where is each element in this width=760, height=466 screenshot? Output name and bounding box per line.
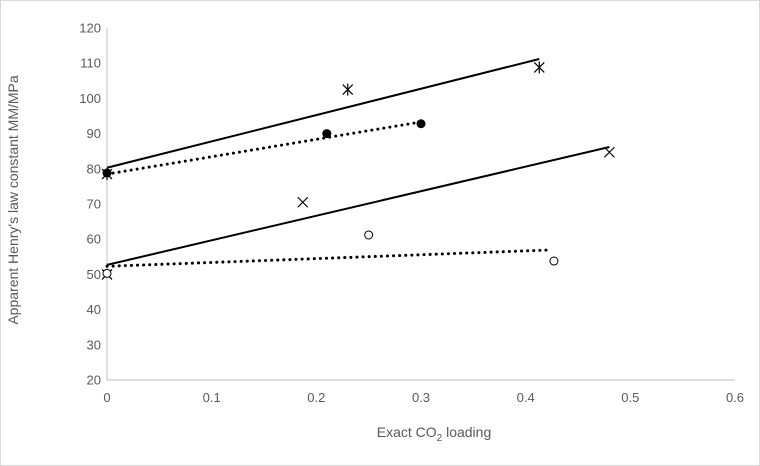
- x-tick-label: 0.6: [726, 390, 744, 405]
- solid-fit-line: [106, 146, 610, 266]
- y-tick-labels: 20 30 40 50 60 70 80 90 100 110 120: [79, 21, 101, 388]
- filled-circle-marker: [416, 119, 426, 129]
- x-axis-title-suffix: loading: [442, 424, 491, 440]
- y-tick-label: 80: [87, 161, 101, 176]
- cross-marker: [603, 146, 615, 158]
- open-circle-marker: [364, 230, 374, 240]
- data-points: [101, 61, 615, 280]
- y-tick-label: 120: [79, 21, 101, 36]
- x-tick-label: 0: [103, 390, 110, 405]
- filled-circle-marker: [322, 129, 332, 139]
- y-tick-label: 30: [87, 337, 101, 352]
- asterisk-marker: [342, 83, 354, 96]
- x-axis-title: Exact CO2 loading: [377, 424, 492, 444]
- y-tick-label: 70: [87, 197, 101, 212]
- y-tick-label: 100: [79, 91, 101, 106]
- x-tick-label: 0.1: [203, 390, 221, 405]
- solid-fit-line: [106, 58, 540, 169]
- cross-marker: [297, 196, 309, 208]
- x-tick-label: 0.2: [307, 390, 325, 405]
- asterisk-marker: [533, 61, 545, 74]
- open-circle-marker: [549, 256, 559, 266]
- open-circle-marker: [102, 268, 112, 278]
- dotted-fit-line: [105, 248, 549, 268]
- x-tick-label: 0.4: [517, 390, 535, 405]
- x-axis-title-main: Exact CO: [377, 424, 437, 440]
- y-tick-label: 60: [87, 232, 101, 247]
- y-axis-title: Apparent Henry's law constant MM/MPa: [5, 75, 21, 325]
- x-tick-label: 0.5: [621, 390, 639, 405]
- y-tick-label: 110: [80, 56, 101, 71]
- y-tick-label: 50: [87, 267, 101, 282]
- fit-lines: [105, 58, 610, 268]
- x-tick-labels: 0 0.1 0.2 0.3 0.4 0.5 0.6: [103, 390, 744, 405]
- filled-circle-marker: [102, 168, 112, 178]
- dotted-fit-line: [105, 120, 423, 176]
- y-tick-label: 90: [87, 126, 101, 141]
- axes: [106, 28, 735, 381]
- y-tick-label: 40: [87, 302, 101, 317]
- x-tick-label: 0.3: [412, 390, 430, 405]
- x-axis-title-subscript: 2: [437, 433, 443, 444]
- y-tick-label: 20: [87, 373, 101, 388]
